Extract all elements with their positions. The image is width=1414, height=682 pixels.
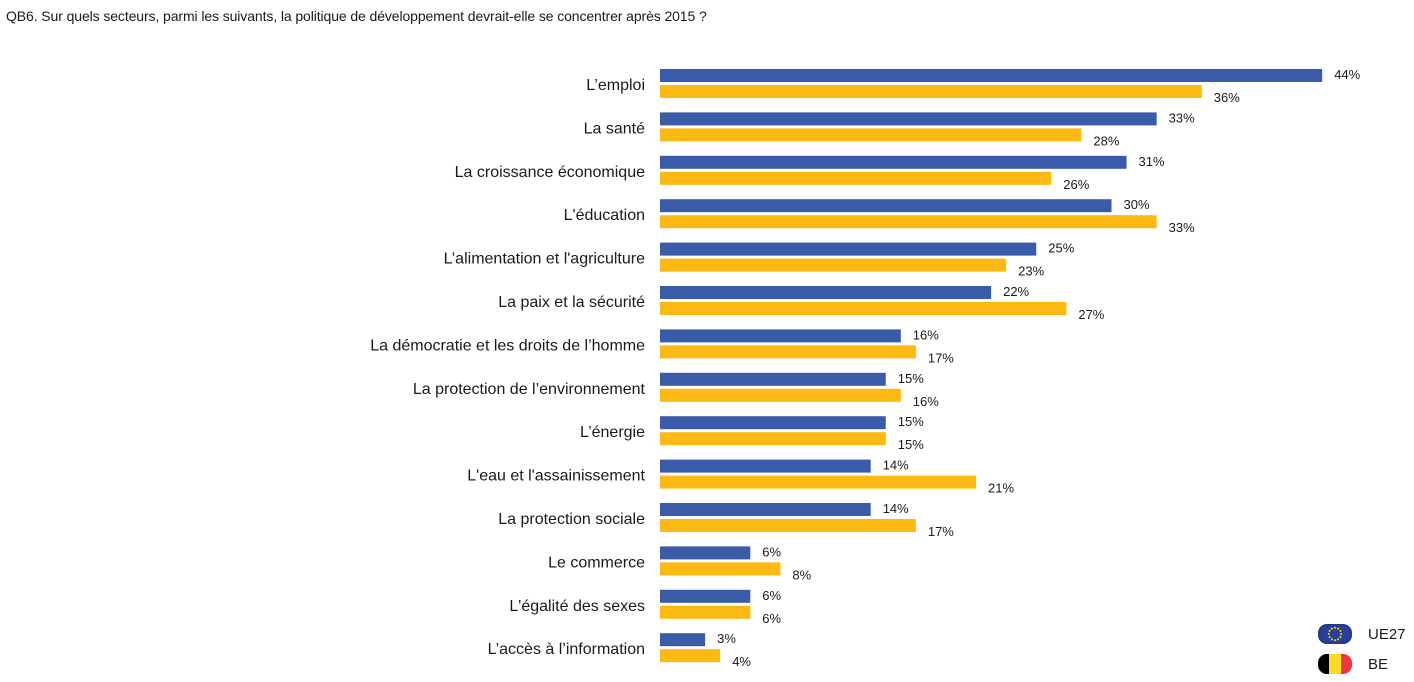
bar-be-12 — [660, 562, 781, 576]
bar-be-3 — [660, 171, 1052, 185]
legend-item-ue27: UE27 — [1318, 622, 1406, 646]
bar-be-10 — [660, 475, 977, 489]
value-label-be-1: 36% — [1214, 90, 1240, 105]
category-label-14: L’accès à l’information — [488, 641, 645, 658]
category-label-3: La croissance économique — [455, 164, 645, 181]
bar-ue27-4 — [660, 199, 1112, 213]
value-label-ue27-5: 25% — [1048, 241, 1074, 256]
bar-be-9 — [660, 432, 886, 446]
bar-ue27-2 — [660, 112, 1157, 126]
category-label-7: La démocratie et les droits de l’homme — [370, 337, 645, 354]
bar-ue27-14 — [660, 633, 706, 647]
category-label-10: L'eau et l'assainissement — [467, 468, 645, 485]
bar-be-13 — [660, 605, 751, 619]
value-label-ue27-12: 6% — [762, 544, 781, 559]
value-label-be-13: 6% — [762, 611, 781, 626]
bar-be-5 — [660, 258, 1007, 272]
bar-be-1 — [660, 85, 1202, 98]
bar-be-2 — [660, 128, 1082, 142]
eu-flag-icon — [1318, 624, 1352, 644]
value-label-ue27-10: 14% — [883, 458, 909, 473]
value-label-ue27-14: 3% — [717, 631, 736, 646]
category-label-4: L'éducation — [564, 207, 645, 224]
bar-ue27-12 — [660, 546, 751, 560]
bar-ue27-8 — [660, 372, 886, 386]
bar-ue27-5 — [660, 242, 1037, 256]
value-label-be-12: 8% — [792, 567, 811, 582]
value-label-ue27-9: 15% — [898, 414, 924, 429]
category-label-9: L’énergie — [580, 424, 645, 441]
bar-be-4 — [660, 215, 1157, 229]
belgium-flag-icon — [1318, 654, 1352, 674]
value-label-ue27-1: 44% — [1334, 67, 1360, 82]
value-label-be-14: 4% — [732, 654, 751, 669]
value-label-ue27-7: 16% — [913, 327, 939, 342]
value-label-ue27-13: 6% — [762, 588, 781, 603]
bar-be-6 — [660, 302, 1067, 315]
value-label-ue27-4: 30% — [1124, 197, 1150, 212]
bar-ue27-9 — [660, 416, 886, 430]
category-label-13: L'égalité des sexes — [509, 598, 645, 615]
bar-be-7 — [660, 345, 916, 359]
bar-be-8 — [660, 388, 901, 402]
bar-ue27-3 — [660, 155, 1127, 169]
value-label-ue27-6: 22% — [1003, 284, 1029, 299]
bar-ue27-6 — [660, 286, 992, 299]
value-label-be-4: 33% — [1169, 220, 1195, 235]
value-label-be-8: 16% — [913, 394, 939, 409]
question-title: QB6. Sur quels secteurs, parmi les suiva… — [6, 8, 707, 24]
value-label-be-2: 28% — [1093, 133, 1119, 148]
value-label-ue27-8: 15% — [898, 371, 924, 386]
value-label-ue27-11: 14% — [883, 501, 909, 516]
category-label-11: La protection sociale — [498, 511, 645, 528]
value-label-be-11: 17% — [928, 524, 954, 539]
category-label-2: La santé — [584, 120, 645, 137]
bar-ue27-1 — [660, 69, 1323, 82]
value-label-be-5: 23% — [1018, 264, 1044, 279]
category-label-12: Le commerce — [548, 554, 645, 571]
value-label-ue27-2: 33% — [1169, 110, 1195, 125]
value-label-be-3: 26% — [1063, 177, 1089, 192]
bar-ue27-11 — [660, 503, 871, 516]
category-label-5: L’alimentation et l'agriculture — [444, 251, 645, 268]
value-label-be-10: 21% — [988, 481, 1014, 496]
value-label-be-9: 15% — [898, 437, 924, 452]
legend-item-be: BE — [1318, 652, 1406, 676]
value-label-ue27-3: 31% — [1139, 154, 1165, 169]
legend-label-be: BE — [1368, 655, 1389, 673]
category-label-8: La protection de l’environnement — [413, 381, 646, 398]
bar-ue27-13 — [660, 589, 751, 603]
category-label-1: L’emploi — [586, 77, 645, 94]
value-label-be-7: 17% — [928, 350, 954, 365]
bar-ue27-10 — [660, 459, 871, 473]
value-label-be-6: 27% — [1078, 307, 1104, 322]
bar-be-11 — [660, 519, 916, 532]
bar-be-14 — [660, 649, 721, 663]
category-label-6: La paix et la sécurité — [498, 294, 645, 311]
bar-ue27-7 — [660, 329, 901, 343]
legend-label-ue27: UE27 — [1368, 625, 1406, 643]
legend: UE27 BE — [1318, 622, 1406, 682]
